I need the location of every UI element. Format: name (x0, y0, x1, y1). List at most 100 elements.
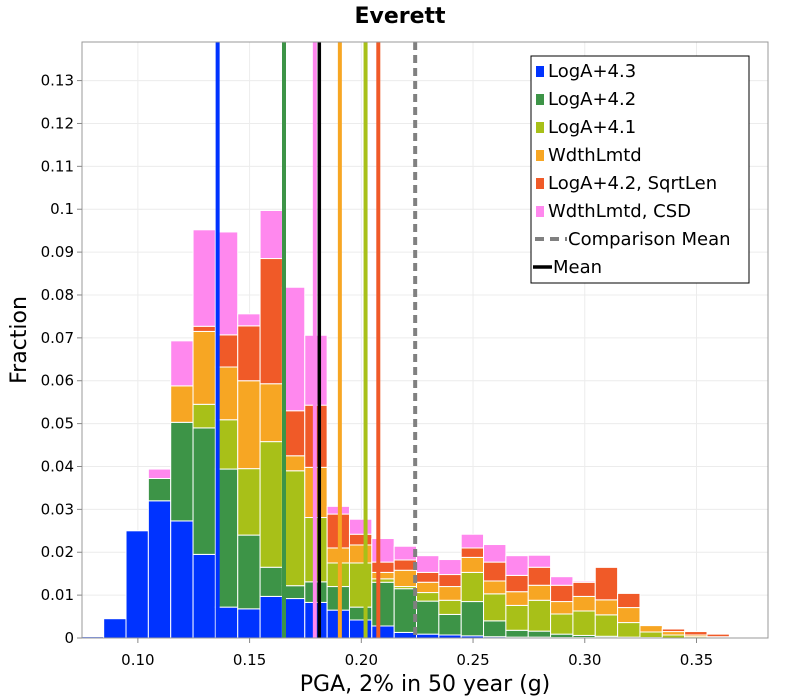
bar-segment (438, 613, 462, 636)
y-tick-label: 0.01 (41, 586, 74, 604)
bar-segment (393, 569, 418, 588)
bar-segment (483, 580, 507, 595)
bar-segment (460, 601, 485, 637)
x-tick-label: 0.35 (680, 651, 713, 669)
bar-segment (483, 544, 507, 563)
legend-swatch (536, 178, 544, 189)
bar-segment (348, 533, 373, 546)
bar-segment (572, 580, 596, 583)
bar-segment (527, 554, 552, 568)
bar-segment (237, 325, 261, 382)
bar-segment (393, 588, 418, 633)
y-tick-label: 0.02 (41, 543, 74, 561)
y-tick-label: 0.11 (41, 157, 74, 175)
mean-lines (215, 42, 418, 638)
bar-segment (237, 534, 261, 610)
bar-segment (259, 595, 283, 639)
legend-swatch (536, 94, 544, 105)
bar-segment (416, 581, 440, 594)
y-axis-ticks: 0 0.01 0.02 0.03 0.04 0.05 0.06 0.07 0.08 0.09 0.1… (41, 72, 82, 647)
x-tick-label: 0.25 (456, 651, 489, 669)
plot-frame (81, 41, 769, 639)
bar-segment (348, 544, 373, 564)
bar-segment (460, 533, 485, 549)
y-tick-label: 0.07 (41, 329, 74, 347)
bar-segment (550, 576, 574, 586)
bar-segment (371, 571, 395, 580)
y-axis-label: Fraction (7, 296, 32, 384)
bar-segment (505, 604, 529, 631)
bar-segment (483, 593, 507, 622)
bar-segment (572, 581, 596, 597)
bar-segment (416, 571, 440, 583)
bar-segment (237, 608, 261, 639)
bar-segment (594, 566, 619, 601)
bar-segment (661, 631, 686, 636)
bar-segment (416, 592, 440, 602)
bar-segment (527, 599, 552, 632)
bar-segment (527, 630, 552, 638)
bar-segment (617, 592, 641, 609)
bar-segment (348, 518, 373, 535)
bar-segment (170, 520, 194, 639)
bar-segment (527, 566, 552, 586)
bar-segment (237, 380, 261, 470)
bar-segment (371, 561, 395, 573)
bar-segment (684, 631, 708, 636)
bar-segment (214, 231, 239, 336)
bar-segment (505, 591, 529, 606)
bar-segment (237, 468, 261, 536)
y-tick-label: 0.12 (41, 114, 74, 132)
bar-segment (505, 574, 529, 593)
bar-segment (393, 631, 418, 639)
bar-segment (348, 562, 373, 608)
y-tick-label: 0 (64, 629, 74, 647)
x-axis-ticks: 0.10 0.15 0.20 0.25 0.30 0.35 (121, 638, 713, 669)
bar-segment (259, 566, 283, 597)
bar-segment (393, 545, 418, 561)
bar-segment (639, 631, 663, 639)
y-tick-label: 0.04 (41, 457, 74, 475)
bar-segment (550, 633, 574, 639)
bar-segment (706, 633, 730, 638)
bar-segment (259, 441, 283, 568)
y-tick-label: 0.09 (41, 243, 74, 261)
bar-segment (572, 610, 596, 636)
bar-segment (237, 313, 261, 327)
bar-segment (483, 620, 507, 638)
bar-segment (371, 625, 395, 639)
bar-segment (639, 625, 663, 633)
bar-segment (460, 571, 485, 603)
bar-segment (259, 383, 283, 443)
bar-segment (505, 555, 529, 576)
bar-segment (371, 578, 395, 583)
y-tick-label: 0.06 (41, 372, 74, 390)
bar-segment (617, 607, 641, 624)
legend-box (530, 55, 750, 284)
legend-swatch (536, 150, 544, 161)
legend: LogA+4.3 LogA+4.2 LogA+4.1 WdthLmtd LogA+4.2… (530, 55, 750, 284)
bar-segment (572, 595, 596, 612)
legend-swatch (536, 206, 544, 217)
bar-segment (348, 619, 373, 639)
bar-segment (438, 599, 462, 615)
bar-segment (192, 325, 216, 332)
bar-segment (416, 633, 440, 639)
bar-segment (371, 538, 395, 563)
legend-label: LogA+4.1 (548, 117, 636, 138)
legend-label: LogA+4.2, SqrtLen (548, 173, 717, 194)
bar-segment (460, 547, 485, 558)
bar-segment (460, 556, 485, 573)
bar-segment (527, 584, 552, 601)
x-axis-label: PGA, 2% in 50 year (g) (300, 672, 551, 697)
bar-segment (348, 606, 373, 621)
chart-title: Everett (354, 4, 446, 29)
bar-segment (550, 601, 574, 615)
bar-segment (438, 574, 462, 588)
bar-segment (594, 599, 619, 616)
bar-segment (505, 629, 529, 638)
legend-swatch (536, 66, 544, 77)
bar-segment (617, 622, 641, 638)
bar-segment (192, 403, 216, 429)
